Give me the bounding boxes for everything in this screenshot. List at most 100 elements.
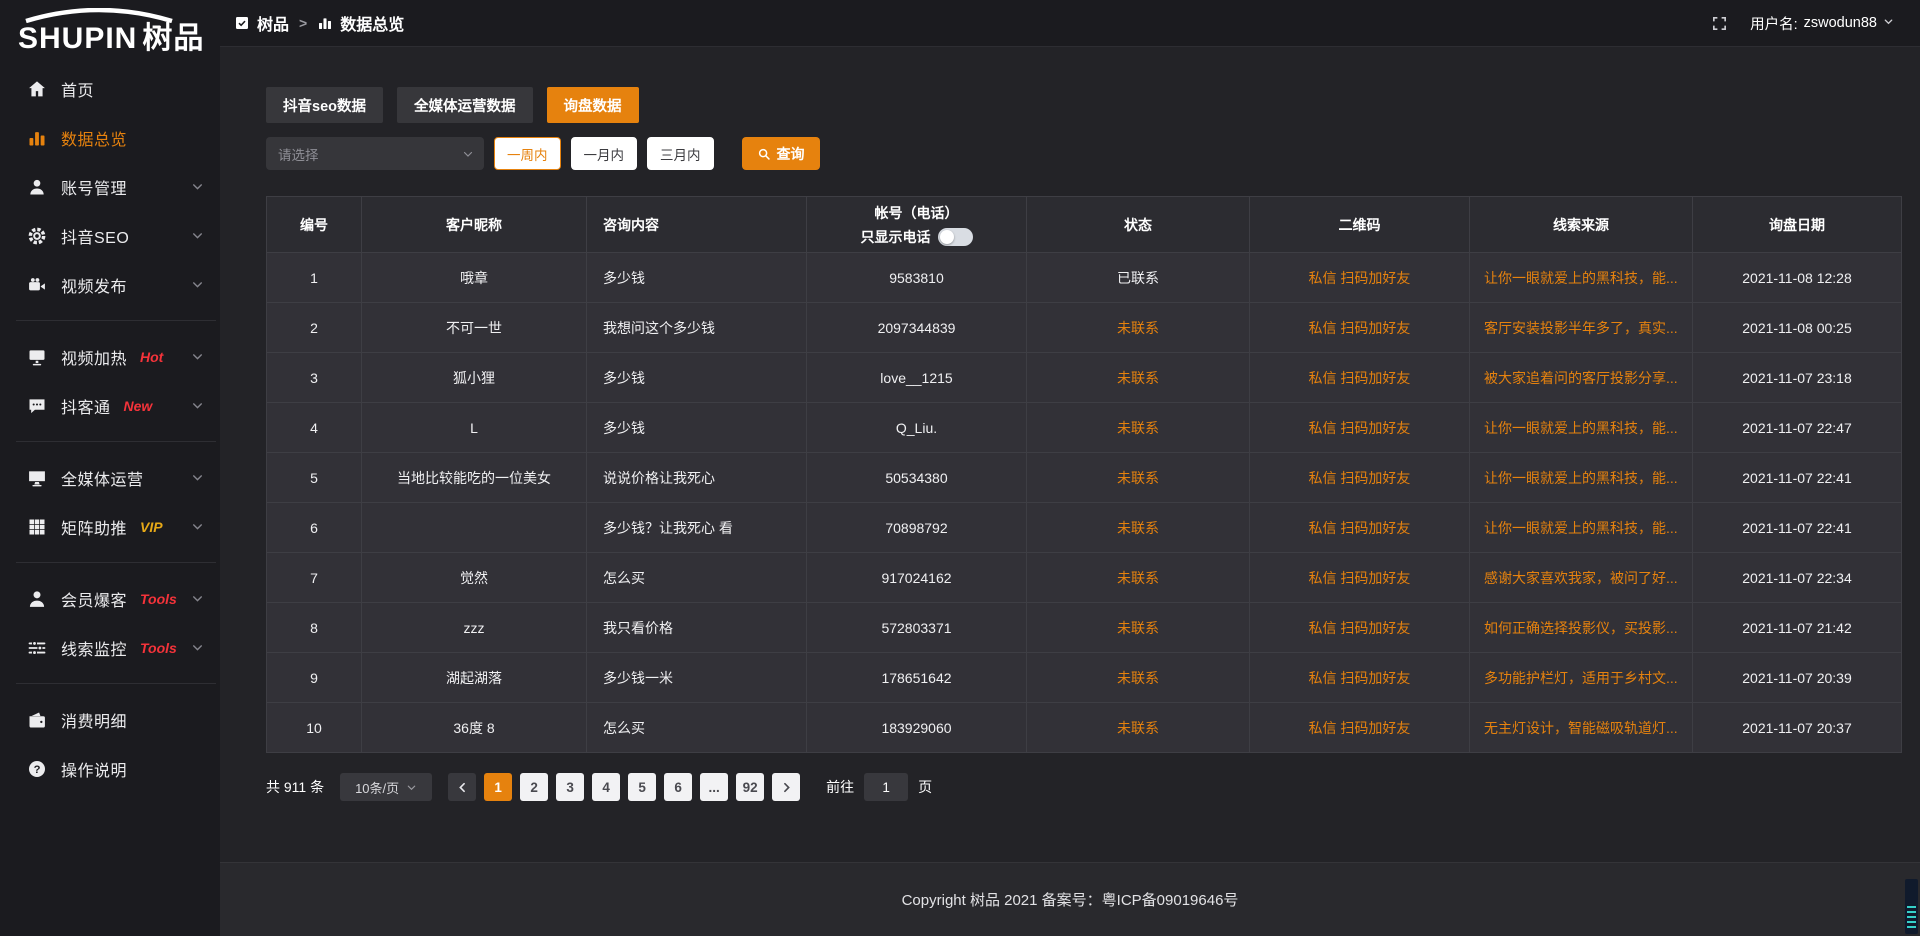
breadcrumb-root[interactable]: 树品 — [257, 17, 290, 34]
sidebar-item-1[interactable]: 数据总览 — [0, 113, 220, 162]
chevron-down-icon — [191, 180, 204, 193]
chevron-right-icon — [783, 782, 790, 792]
cell-account: Q_Liu. — [807, 403, 1027, 453]
username: zswodun88 — [1803, 15, 1877, 31]
cell-source: 无主灯设计，智能磁吸轨道灯... — [1470, 703, 1693, 753]
sidebar-item-3[interactable]: 抖音SEO — [0, 211, 220, 260]
page-ellipsis-button[interactable]: ... — [700, 773, 729, 801]
sidebar-item-label: 视频加热 — [61, 350, 128, 368]
sidebar-item-6[interactable]: 抖客通 New — [0, 381, 220, 430]
source-link[interactable]: 感谢大家喜欢我家，被问了好... — [1484, 569, 1678, 586]
sidebar-item-8[interactable]: 矩阵助推 VIP — [0, 502, 220, 551]
qr-add-friend-link[interactable]: 私信 扫码加好友 — [1308, 319, 1411, 336]
user-menu[interactable]: 用户名: zswodun88 — [1750, 13, 1894, 34]
fullscreen-icon[interactable] — [1711, 15, 1728, 32]
qr-add-friend-link[interactable]: 私信 扫码加好友 — [1308, 619, 1411, 636]
sidebar-item-4[interactable]: 视频发布 — [0, 260, 220, 309]
logo-text: SHUPIN 树品 — [18, 23, 220, 55]
qr-add-friend-link[interactable]: 私信 扫码加好友 — [1308, 669, 1411, 686]
source-link[interactable]: 让你一眼就爱上的黑科技，能... — [1484, 519, 1678, 536]
source-link[interactable]: 如何正确选择投影仪，买投影... — [1484, 619, 1678, 636]
sidebar-item-badge: New — [123, 397, 153, 414]
page-button-1[interactable]: 1 — [484, 773, 513, 801]
search-button[interactable]: 查询 — [741, 137, 820, 170]
chevron-down-icon — [191, 278, 204, 291]
sidebar-item-11[interactable]: 消费明细 — [0, 695, 220, 744]
source-link[interactable]: 客厅安装投影半年多了，真实... — [1484, 319, 1678, 336]
status-badge: 未联系 — [1027, 403, 1250, 453]
tab-inquiry[interactable]: 询盘数据 — [546, 87, 639, 123]
period-week-button[interactable]: 一周内 — [494, 137, 561, 170]
chevron-down-icon — [462, 148, 474, 160]
next-page-button[interactable] — [772, 773, 801, 801]
page-size-select[interactable]: 10条/页 — [340, 773, 433, 801]
cell-date: 2021-11-08 12:28 — [1693, 253, 1901, 303]
search-button-label: 查询 — [776, 145, 805, 162]
desktop-icon — [27, 468, 47, 488]
sidebar-item-2[interactable]: 账号管理 — [0, 162, 220, 211]
sidebar-item-10[interactable]: 线索监控 Tools — [0, 623, 220, 672]
chevron-down-icon — [191, 399, 204, 412]
sidebar-item-label: 账号管理 — [61, 180, 128, 198]
goto-page-input[interactable] — [864, 773, 909, 801]
account-select[interactable]: 请选择 — [266, 137, 484, 170]
col-account: 帐号（电话） 只显示电话 — [807, 197, 1027, 253]
tab-douyin-seo[interactable]: 抖音seo数据 — [266, 87, 383, 123]
sidebar-item-7[interactable]: 全媒体运营 — [0, 453, 220, 502]
sidebar-item-label: 抖客通 — [61, 399, 111, 417]
source-link[interactable]: 多功能护栏灯，适用于乡村文... — [1484, 669, 1678, 686]
chevron-down-icon — [407, 785, 416, 790]
cell-account: 572803371 — [807, 603, 1027, 653]
tab-omni-media[interactable]: 全媒体运营数据 — [397, 87, 533, 123]
page-button-4[interactable]: 4 — [592, 773, 621, 801]
sidebar-item-5[interactable]: 视频加热 Hot — [0, 332, 220, 381]
period-month-button[interactable]: 一月内 — [570, 137, 637, 170]
page-button-3[interactable]: 3 — [556, 773, 585, 801]
qr-add-friend-link[interactable]: 私信 扫码加好友 — [1308, 369, 1411, 386]
inquiry-table: 编号 客户昵称 咨询内容 帐号（电话） 只显示电话 状态 二维码 线索来源 询盘… — [266, 196, 1902, 753]
page-button-2[interactable]: 2 — [520, 773, 549, 801]
source-link[interactable]: 让你一眼就爱上的黑科技，能... — [1484, 269, 1678, 286]
col-account-title: 帐号（电话） — [874, 204, 959, 221]
sidebar-item-label: 视频发布 — [61, 278, 128, 296]
table-row: 2 不可一世 我想问这个多少钱 2097344839 未联系 私信 扫码加好友 … — [267, 303, 1901, 353]
sidebar-item-0[interactable]: 首页 — [0, 64, 220, 113]
cell-qr: 私信 扫码加好友 — [1250, 353, 1470, 403]
search-icon — [758, 148, 770, 160]
qr-add-friend-link[interactable]: 私信 扫码加好友 — [1308, 519, 1411, 536]
cell-account: 183929060 — [807, 703, 1027, 753]
status-badge: 未联系 — [1027, 503, 1250, 553]
cell-account: 70898792 — [807, 503, 1027, 553]
sidebar-item-label: 操作说明 — [61, 762, 128, 780]
sidebar-item-label: 首页 — [61, 82, 95, 100]
qr-add-friend-link[interactable]: 私信 扫码加好友 — [1308, 269, 1411, 286]
username-label: 用户名: — [1750, 16, 1798, 33]
sidebar-item-9[interactable]: 会员爆客 Tools — [0, 574, 220, 623]
page-button-6[interactable]: 6 — [664, 773, 693, 801]
cell-date: 2021-11-07 20:37 — [1693, 703, 1901, 753]
source-link[interactable]: 无主灯设计，智能磁吸轨道灯... — [1484, 719, 1678, 736]
pagination-total: 共 911 条 — [266, 779, 325, 795]
source-link[interactable]: 让你一眼就爱上的黑科技，能... — [1484, 469, 1678, 486]
source-link[interactable]: 被大家追着问的客厅投影分享... — [1484, 369, 1678, 386]
qr-add-friend-link[interactable]: 私信 扫码加好友 — [1308, 419, 1411, 436]
sidebar-item-12[interactable]: ? 操作说明 — [0, 744, 220, 793]
cell-source: 多功能护栏灯，适用于乡村文... — [1470, 653, 1693, 703]
breadcrumb: 树品 > 数据总览 — [234, 11, 404, 35]
corner-widget[interactable] — [1905, 879, 1918, 934]
breadcrumb-current: 数据总览 — [340, 17, 405, 34]
cell-qr: 私信 扫码加好友 — [1250, 703, 1470, 753]
status-badge: 未联系 — [1027, 603, 1250, 653]
col-no: 编号 — [267, 197, 362, 253]
page-button-5[interactable]: 5 — [628, 773, 657, 801]
qr-add-friend-link[interactable]: 私信 扫码加好友 — [1308, 719, 1411, 736]
period-quarter-button[interactable]: 三月内 — [647, 137, 714, 170]
qr-add-friend-link[interactable]: 私信 扫码加好友 — [1308, 469, 1411, 486]
source-link[interactable]: 让你一眼就爱上的黑科技，能... — [1484, 419, 1678, 436]
cell-content: 多少钱一米 — [587, 653, 807, 703]
phone-only-toggle[interactable] — [937, 227, 973, 246]
qr-add-friend-link[interactable]: 私信 扫码加好友 — [1308, 569, 1411, 586]
page-button-92[interactable]: 92 — [736, 773, 765, 801]
prev-page-button[interactable] — [448, 773, 477, 801]
cell-nickname: 36度 8 — [362, 703, 587, 753]
